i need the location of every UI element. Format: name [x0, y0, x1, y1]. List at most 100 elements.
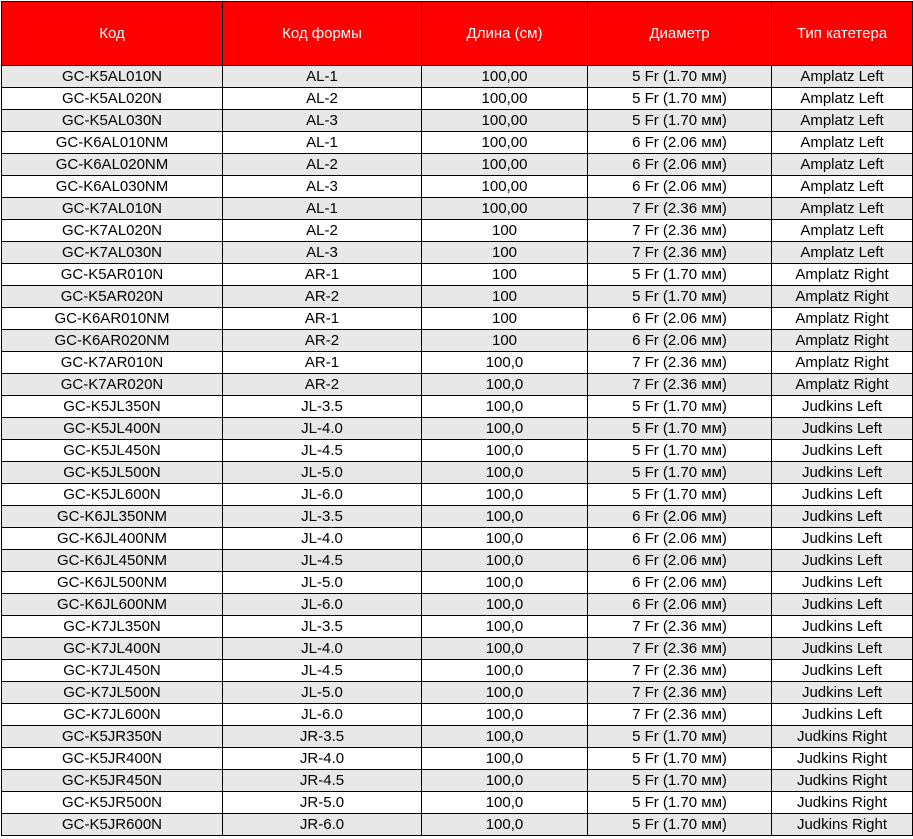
table-row: GC-K6AL030NM AL-3 100,00 6 Fr (2.06 мм) Ampl…: [1, 175, 913, 198]
cell-diameter: 7 Fr (2.36 мм): [587, 351, 772, 374]
cell-shape-code: JL-4.0: [222, 527, 422, 550]
table-row: GC-K7AL030N AL-3 100 7 Fr (2.36 мм) Amplatz …: [1, 241, 913, 264]
cell-code: GC-K7AL020N: [1, 219, 223, 242]
cell-length: 100,0: [421, 395, 588, 418]
cell-shape-code: AR-1: [222, 307, 422, 330]
cell-diameter: 5 Fr (1.70 мм): [587, 813, 772, 836]
cell-shape-code: JL-5.0: [222, 461, 422, 484]
cell-length: 100,0: [421, 791, 588, 814]
cell-catheter-type: Amplatz Left: [771, 197, 913, 220]
cell-diameter: 7 Fr (2.36 мм): [587, 241, 772, 264]
table-row: GC-K7AR010N AR-1 100,0 7 Fr (2.36 мм) Amplat…: [1, 351, 913, 374]
cell-diameter: 7 Fr (2.36 мм): [587, 703, 772, 726]
cell-catheter-type: Judkins Left: [771, 483, 913, 506]
cell-diameter: 7 Fr (2.36 мм): [587, 373, 772, 396]
cell-catheter-type: Amplatz Right: [771, 373, 913, 396]
table-row: GC-K7AR020N AR-2 100,0 7 Fr (2.36 мм) Amplat…: [1, 373, 913, 396]
cell-catheter-type: Judkins Left: [771, 395, 913, 418]
cell-catheter-type: Judkins Left: [771, 527, 913, 550]
cell-diameter: 5 Fr (1.70 мм): [587, 263, 772, 286]
cell-shape-code: AL-3: [222, 109, 422, 132]
cell-length: 100,0: [421, 505, 588, 528]
cell-diameter: 7 Fr (2.36 мм): [587, 681, 772, 704]
table-row: GC-K7AL020N AL-2 100 7 Fr (2.36 мм) Amplatz …: [1, 219, 913, 242]
cell-catheter-type: Judkins Left: [771, 439, 913, 462]
cell-shape-code: JR-3.5: [222, 725, 422, 748]
cell-shape-code: JR-5.0: [222, 791, 422, 814]
cell-code: GC-K5AL020N: [1, 87, 223, 110]
cell-shape-code: JL-4.5: [222, 439, 422, 462]
cell-catheter-type: Amplatz Left: [771, 65, 913, 88]
cell-catheter-type: Amplatz Left: [771, 131, 913, 154]
cell-catheter-type: Judkins Left: [771, 417, 913, 440]
cell-diameter: 6 Fr (2.06 мм): [587, 571, 772, 594]
table-row: GC-K7AL010N AL-1 100,00 7 Fr (2.36 мм) Ampla…: [1, 197, 913, 220]
cell-shape-code: AL-2: [222, 219, 422, 242]
table-body: GC-K5AL010N AL-1 100,00 5 Fr (1.70 мм) Ampla…: [1, 65, 913, 836]
cell-code: GC-K7AR020N: [1, 373, 223, 396]
cell-catheter-type: Judkins Left: [771, 593, 913, 616]
table-row: GC-K6AL020NM AL-2 100,00 6 Fr (2.06 мм) Ampl…: [1, 153, 913, 176]
cell-catheter-type: Judkins Left: [771, 659, 913, 682]
cell-catheter-type: Judkins Left: [771, 615, 913, 638]
cell-length: 100: [421, 263, 588, 286]
cell-shape-code: AR-2: [222, 373, 422, 396]
cell-shape-code: JL-3.5: [222, 505, 422, 528]
cell-code: GC-K5JR350N: [1, 725, 223, 748]
cell-diameter: 6 Fr (2.06 мм): [587, 175, 772, 198]
cell-length: 100,0: [421, 747, 588, 770]
table-row: GC-K6JL400NM JL-4.0 100,0 6 Fr (2.06 мм) Jud…: [1, 527, 913, 550]
table-row: GC-K5JL500N JL-5.0 100,0 5 Fr (1.70 мм) Judk…: [1, 461, 913, 484]
table-row: GC-K6JL600NM JL-6.0 100,0 6 Fr (2.06 мм) Jud…: [1, 593, 913, 616]
cell-diameter: 5 Fr (1.70 мм): [587, 395, 772, 418]
cell-catheter-type: Judkins Right: [771, 769, 913, 792]
cell-length: 100,00: [421, 65, 588, 88]
cell-diameter: 6 Fr (2.06 мм): [587, 153, 772, 176]
table-row: GC-K5JR450N JR-4.5 100,0 5 Fr (1.70 мм) Judk…: [1, 769, 913, 792]
cell-length: 100,00: [421, 109, 588, 132]
table-row: GC-K5AR010N AR-1 100 5 Fr (1.70 мм) Amplatz …: [1, 263, 913, 286]
cell-diameter: 6 Fr (2.06 мм): [587, 527, 772, 550]
cell-diameter: 7 Fr (2.36 мм): [587, 637, 772, 660]
table-row: GC-K5AL030N AL-3 100,00 5 Fr (1.70 мм) Ampla…: [1, 109, 913, 132]
cell-diameter: 5 Fr (1.70 мм): [587, 461, 772, 484]
cell-diameter: 6 Fr (2.06 мм): [587, 593, 772, 616]
cell-catheter-type: Amplatz Left: [771, 109, 913, 132]
cell-diameter: 5 Fr (1.70 мм): [587, 439, 772, 462]
cell-code: GC-K7JL600N: [1, 703, 223, 726]
cell-length: 100,0: [421, 615, 588, 638]
header-length: Длина (см): [421, 1, 588, 66]
cell-length: 100,0: [421, 571, 588, 594]
cell-shape-code: AR-1: [222, 351, 422, 374]
cell-catheter-type: Amplatz Left: [771, 153, 913, 176]
cell-diameter: 7 Fr (2.36 мм): [587, 615, 772, 638]
table-row: GC-K5AL020N AL-2 100,00 5 Fr (1.70 мм) Ampla…: [1, 87, 913, 110]
table-row: GC-K6AL010NM AL-1 100,00 6 Fr (2.06 мм) Ampl…: [1, 131, 913, 154]
cell-length: 100,00: [421, 87, 588, 110]
cell-code: GC-K5JR450N: [1, 769, 223, 792]
cell-catheter-type: Judkins Left: [771, 681, 913, 704]
cell-length: 100,00: [421, 131, 588, 154]
cell-shape-code: JR-6.0: [222, 813, 422, 836]
cell-code: GC-K5JL400N: [1, 417, 223, 440]
cell-code: GC-K5JR400N: [1, 747, 223, 770]
cell-catheter-type: Judkins Left: [771, 571, 913, 594]
cell-shape-code: AL-3: [222, 175, 422, 198]
cell-code: GC-K6JL400NM: [1, 527, 223, 550]
cell-catheter-type: Judkins Left: [771, 703, 913, 726]
header-code: Код: [1, 1, 223, 66]
cell-diameter: 5 Fr (1.70 мм): [587, 87, 772, 110]
table-row: GC-K7JL600N JL-6.0 100,0 7 Fr (2.36 мм) Judk…: [1, 703, 913, 726]
cell-code: GC-K5JL600N: [1, 483, 223, 506]
cell-shape-code: AR-2: [222, 329, 422, 352]
table-row: GC-K5AR020N AR-2 100 5 Fr (1.70 мм) Amplatz …: [1, 285, 913, 308]
cell-diameter: 7 Fr (2.36 мм): [587, 219, 772, 242]
cell-diameter: 5 Fr (1.70 мм): [587, 747, 772, 770]
cell-code: GC-K7JL400N: [1, 637, 223, 660]
cell-shape-code: JL-4.5: [222, 549, 422, 572]
cell-length: 100,0: [421, 725, 588, 748]
cell-diameter: 5 Fr (1.70 мм): [587, 769, 772, 792]
cell-shape-code: JL-3.5: [222, 615, 422, 638]
cell-length: 100,00: [421, 153, 588, 176]
table-row: GC-K5JR600N JR-6.0 100,0 5 Fr (1.70 мм) Judk…: [1, 813, 913, 836]
